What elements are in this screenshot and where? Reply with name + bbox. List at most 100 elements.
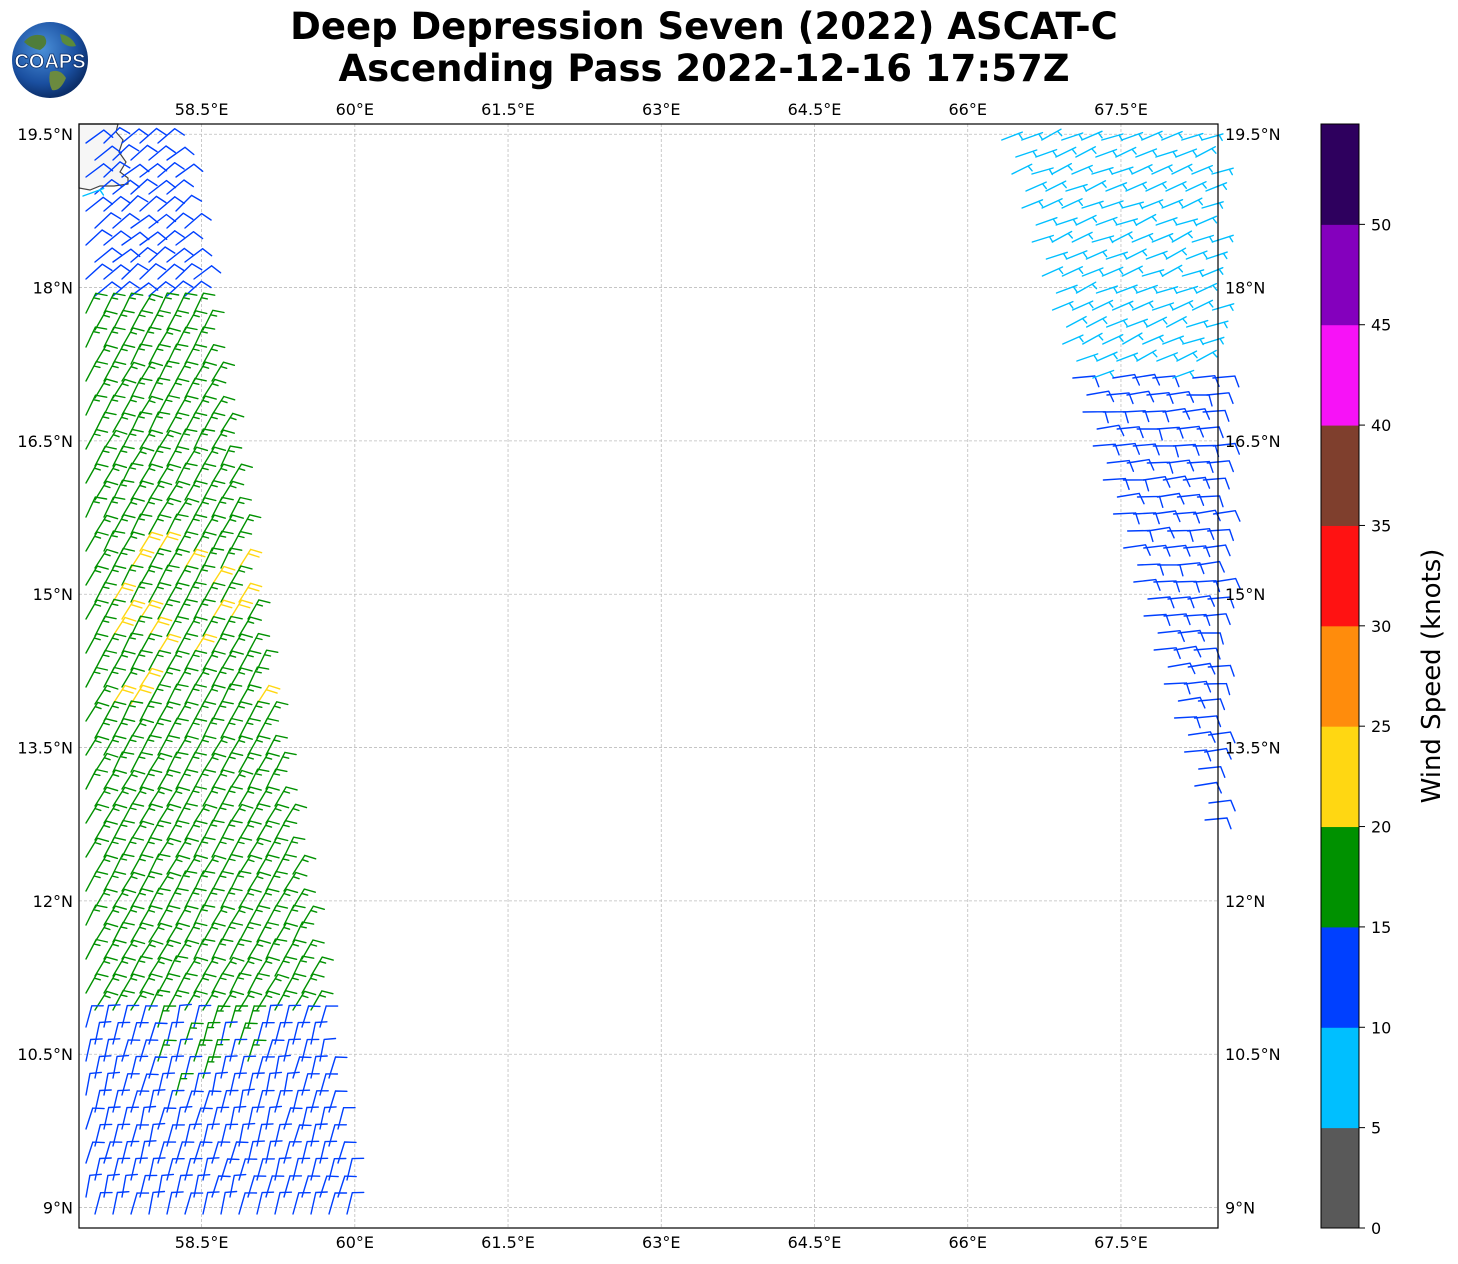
wind-barb [274, 1123, 293, 1147]
wind-barb [1175, 218, 1199, 227]
wind-barb [247, 905, 271, 926]
wind-barb [256, 956, 280, 977]
wind-barb [184, 1192, 204, 1215]
wind-barb [211, 429, 235, 450]
wind-barb [1121, 131, 1144, 141]
wind-barb [1065, 183, 1088, 192]
wind-barb [157, 463, 182, 484]
wind-barb [157, 1107, 177, 1130]
wind-barb [130, 820, 155, 841]
wind-barb [1202, 336, 1225, 345]
wind-barb [256, 717, 280, 739]
wind-barb [139, 163, 168, 178]
wind-barb [130, 178, 158, 195]
wind-barb [103, 1173, 120, 1198]
wind-barb [121, 973, 145, 994]
wind-barb [1191, 164, 1213, 175]
wind-barb [193, 768, 217, 790]
wind-barb [1125, 181, 1147, 192]
wind-barb [130, 751, 153, 773]
wind-barb [85, 463, 109, 484]
wind-barb [166, 378, 190, 399]
wind-barb [1156, 492, 1185, 505]
lon-tick-top: 61.5°E [481, 100, 535, 119]
wind-barb [103, 701, 127, 722]
lat-tick-right: 16.5°N [1225, 432, 1281, 451]
wind-barb [1195, 146, 1217, 158]
wind-barb [130, 649, 153, 671]
wind-barb [1202, 409, 1230, 422]
wind-barb [148, 480, 173, 501]
wind-barb [1166, 391, 1195, 403]
wind-barb [175, 837, 199, 858]
wind-barb [1091, 167, 1114, 175]
wind-barb [229, 633, 253, 654]
wind-barb [1157, 564, 1184, 577]
wind-barb [193, 497, 217, 518]
wind-barb [121, 1039, 141, 1062]
wind-barb [1095, 216, 1118, 226]
wind-barb [148, 309, 171, 331]
wind-barb [94, 411, 117, 433]
wind-barb [328, 1056, 348, 1079]
wind-barb [184, 683, 207, 705]
wind-barb [1182, 408, 1211, 420]
wind-barb [1207, 528, 1234, 542]
wind-barb [292, 1192, 311, 1215]
wind-barb [1101, 266, 1124, 277]
wind-barb [193, 265, 222, 280]
wind-barb [283, 1141, 302, 1164]
wind-barb [121, 195, 149, 212]
wind-barb [1173, 716, 1201, 729]
wind-barb [283, 973, 307, 994]
wind-barb [157, 531, 182, 552]
wind-barb [1122, 479, 1150, 492]
wind-barb [283, 836, 306, 858]
wind-barb [121, 1073, 140, 1096]
wind-barb [256, 1089, 275, 1113]
colorbar-tick-label: 35 [1371, 516, 1391, 535]
wind-barb [1085, 249, 1108, 260]
wind-barb [292, 1056, 312, 1079]
wind-barb [157, 564, 180, 586]
wind-barb [112, 144, 140, 161]
wind-barb [1166, 459, 1195, 472]
wind-barb [211, 769, 235, 790]
wind-barb [82, 187, 105, 197]
wind-barb [157, 1141, 177, 1164]
wind-barb [130, 1157, 148, 1181]
wind-barb [175, 163, 204, 178]
wind-barb [1092, 369, 1115, 379]
wind-barb [193, 700, 217, 722]
wind-barb [1191, 234, 1214, 243]
lat-tick-left: 13.5°N [17, 739, 73, 758]
wind-barb [148, 683, 172, 705]
colorbar-tick-label: 20 [1371, 818, 1391, 837]
wind-barb [103, 326, 126, 348]
wind-barb [319, 1140, 338, 1164]
wind-barb [94, 649, 118, 671]
wind-barb [193, 292, 216, 314]
wind-barb [130, 786, 155, 807]
wind-barb [166, 887, 189, 909]
wind-barb [202, 786, 226, 807]
wind-barb [1198, 766, 1226, 778]
wind-barb [85, 394, 108, 416]
wind-barb [166, 582, 190, 603]
wind-barb [193, 735, 217, 756]
wind-barb [103, 598, 126, 620]
wind-barb [139, 803, 163, 824]
wind-barb [1136, 349, 1158, 362]
wind-barb [256, 854, 280, 875]
wind-barb [1031, 167, 1054, 176]
wind-barb [148, 616, 173, 637]
wind-barb [265, 701, 289, 722]
lat-tick-left: 15°N [33, 585, 73, 604]
colorbar-segment [1321, 324, 1359, 426]
wind-barb [220, 445, 243, 467]
wind-barb [220, 785, 243, 807]
wind-barb [1065, 250, 1088, 260]
wind-barb [184, 990, 208, 1011]
wind-barb [1071, 164, 1093, 175]
